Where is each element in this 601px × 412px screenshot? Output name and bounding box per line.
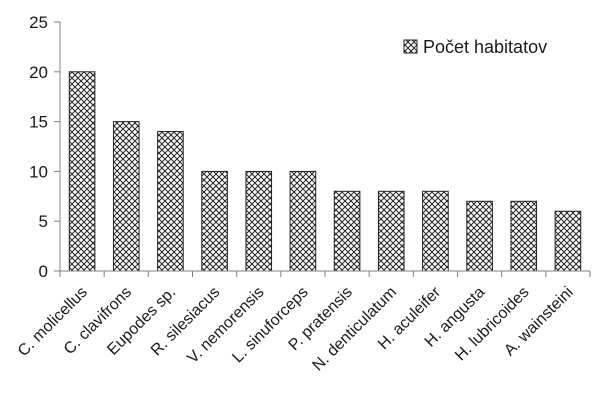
- y-tick-label: 25: [29, 13, 48, 32]
- legend: Počet habitatov: [403, 37, 547, 57]
- y-axis-ticks: 0 5 10 15 20 25: [29, 13, 60, 281]
- x-category-label: L. sinuforceps: [229, 284, 311, 366]
- legend-label: Počet habitatov: [423, 37, 547, 57]
- bar: [68, 71, 96, 272]
- x-category-label: V. nemorensis: [184, 284, 267, 367]
- bar: [466, 200, 493, 272]
- bar: [157, 131, 184, 272]
- bar: [245, 170, 273, 272]
- legend-swatch: [403, 39, 418, 54]
- bar: [201, 170, 228, 272]
- bar: [112, 121, 140, 272]
- y-tick-label: 20: [29, 63, 48, 82]
- bar: [333, 190, 361, 272]
- y-tick-label: 0: [39, 262, 48, 281]
- bar: [422, 190, 449, 272]
- bar: [554, 210, 582, 272]
- bar: [510, 200, 538, 272]
- y-tick-label: 10: [29, 162, 48, 181]
- y-tick-label: 5: [39, 212, 48, 231]
- y-tick-label: 15: [29, 113, 48, 132]
- axes: [59, 22, 591, 277]
- bar: [377, 190, 405, 272]
- bar-series: [68, 71, 582, 272]
- bar: [289, 170, 317, 272]
